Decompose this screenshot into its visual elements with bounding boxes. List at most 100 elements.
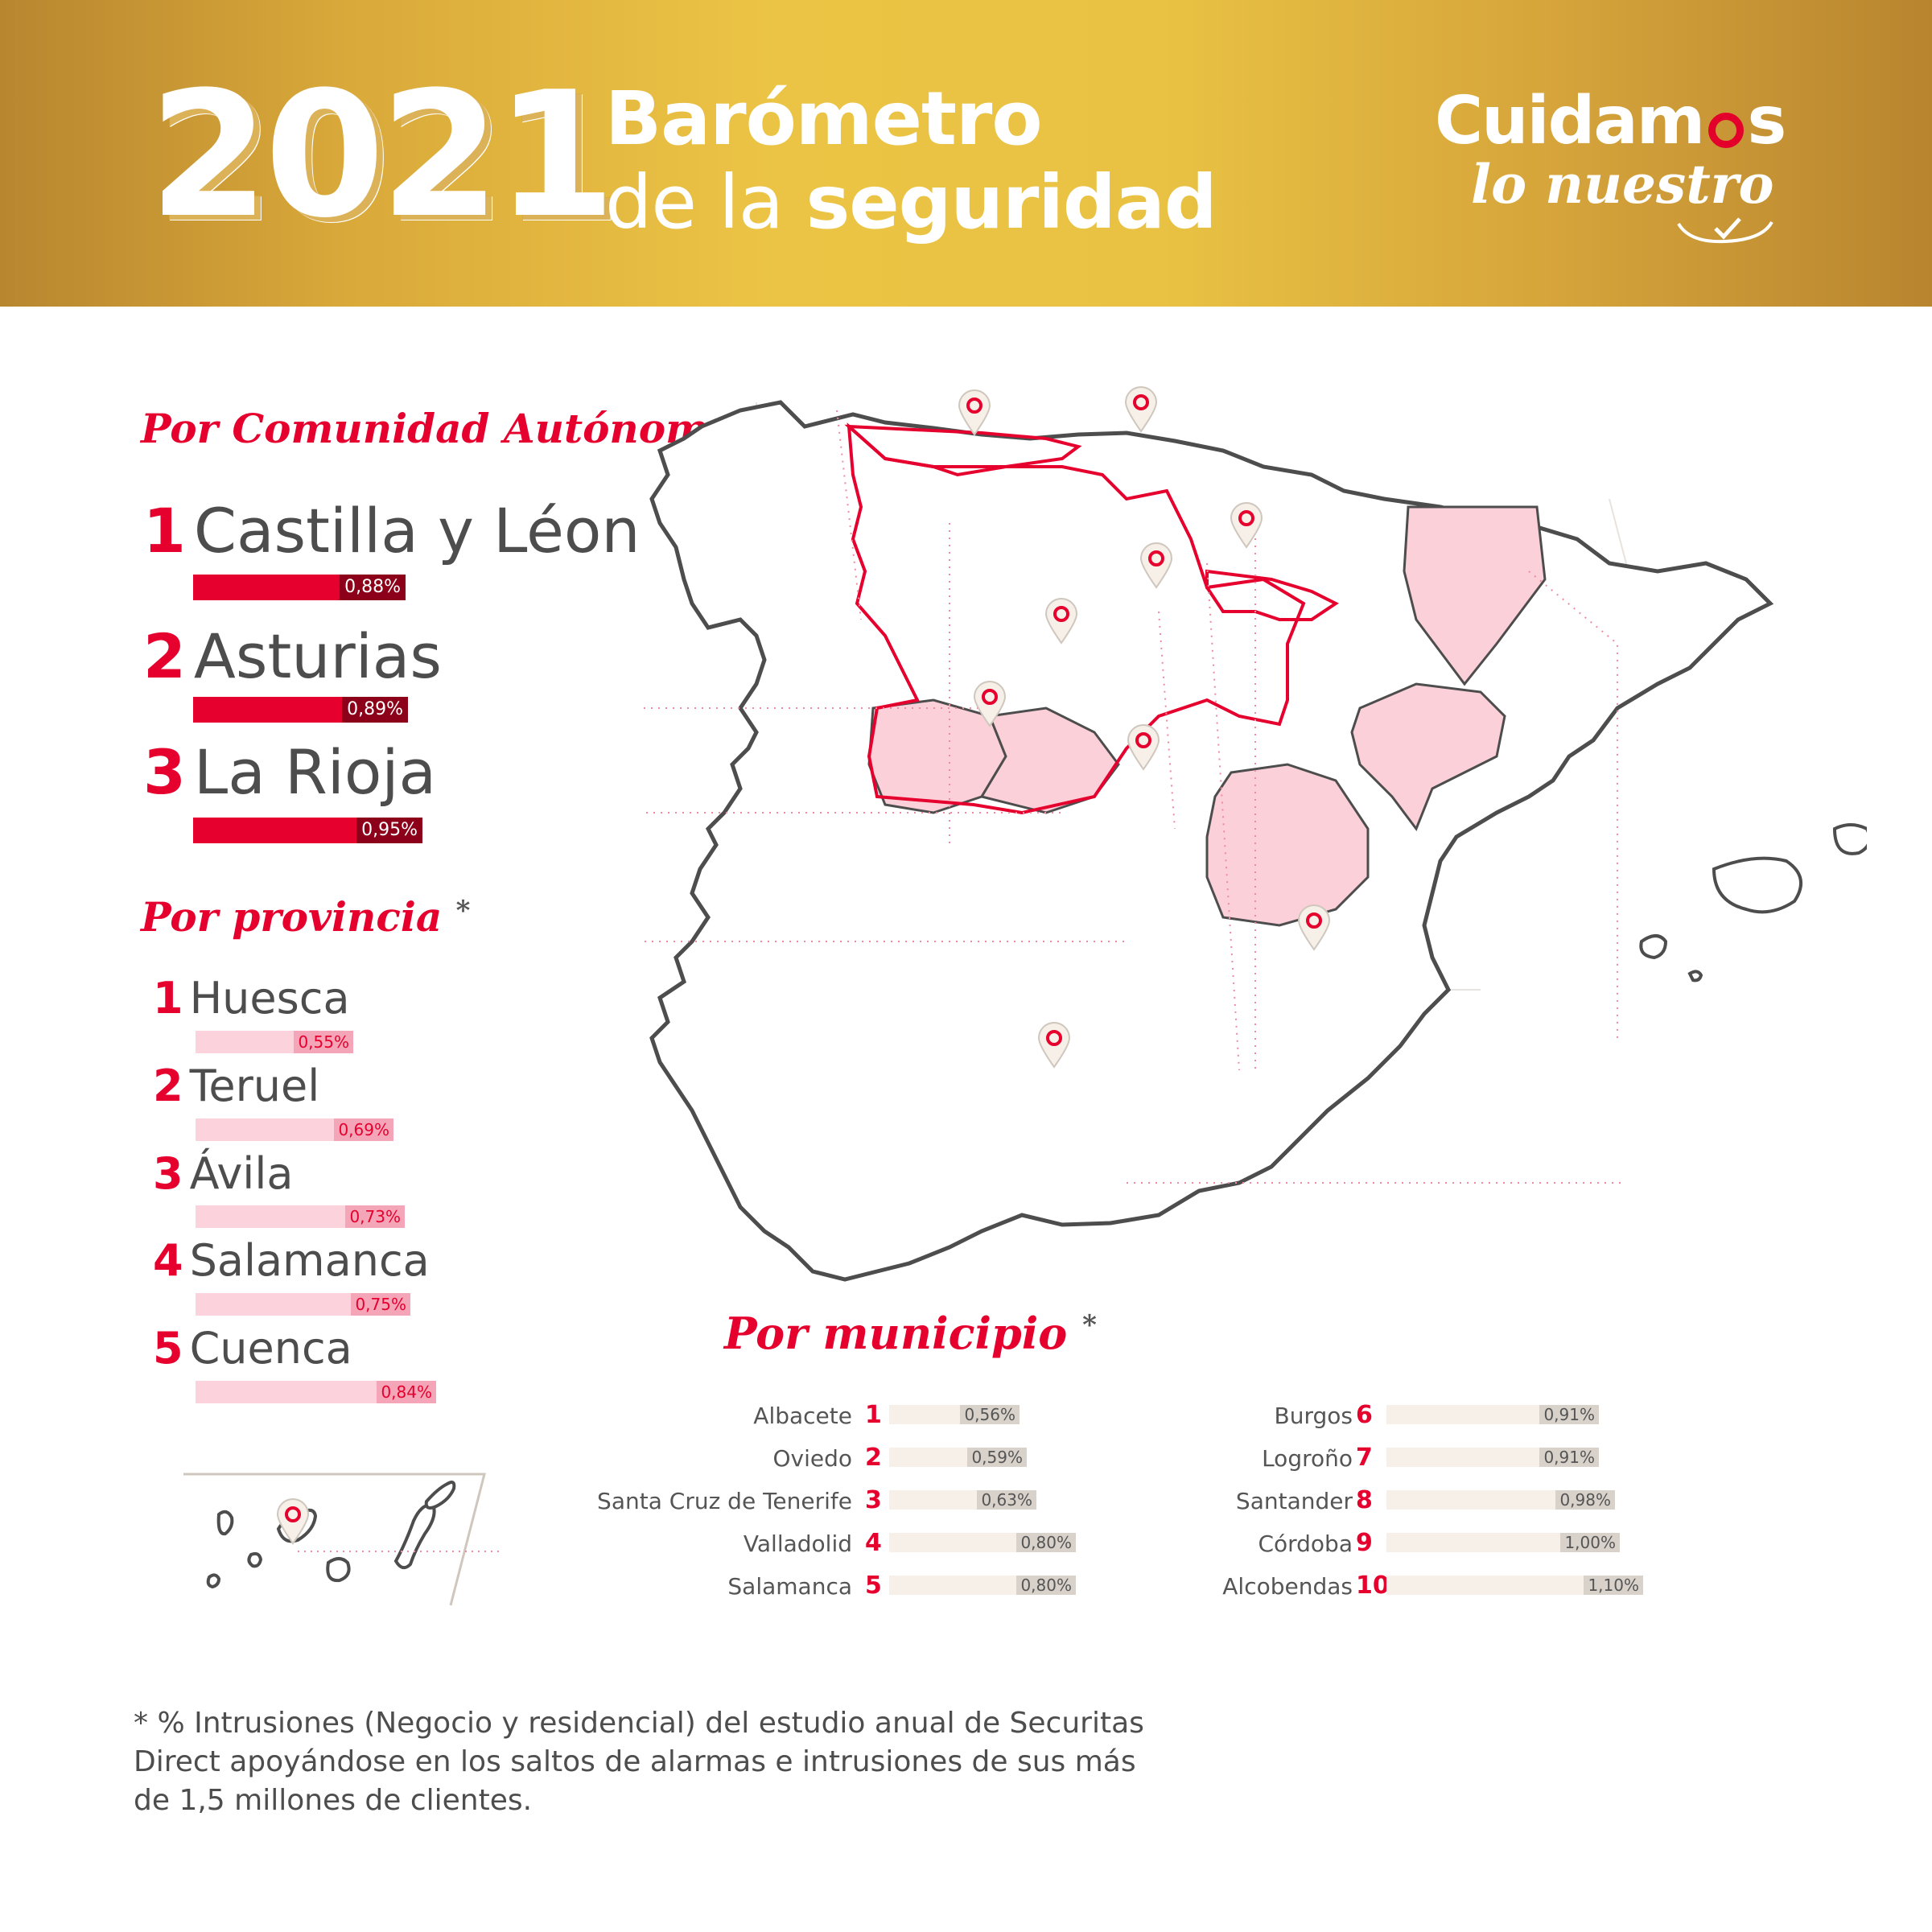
- pv-name: Salamanca: [189, 1235, 430, 1286]
- pv-bar-3: 0,73%: [196, 1205, 405, 1228]
- ca-item-2: 2 Asturias: [143, 626, 442, 687]
- map-pin-icon: [1037, 1022, 1071, 1069]
- region-outline-la-rioja: [1205, 569, 1339, 621]
- mu-rank: 2: [865, 1444, 882, 1472]
- ca-value: 0,88%: [340, 575, 406, 600]
- mu-rank: 3: [865, 1486, 882, 1514]
- ca-name: La Rioja: [193, 736, 437, 808]
- ca-bar-2: 0,89%: [193, 697, 408, 723]
- ca-bar-3: 0,95%: [193, 818, 422, 843]
- section-title-municipio: Por municipio *: [724, 1312, 1097, 1355]
- pv-item-5: 5 Cuenca: [153, 1327, 352, 1370]
- mu-rank: 6: [1356, 1401, 1373, 1429]
- mu-bar: 0,91%: [1386, 1448, 1599, 1467]
- pv-value: 0,73%: [345, 1205, 405, 1228]
- pv-value: 0,69%: [334, 1118, 393, 1141]
- mu-value: 0,59%: [967, 1448, 1027, 1467]
- mu-rank: 8: [1356, 1486, 1373, 1514]
- brand-logo-text-b: s: [1747, 83, 1786, 159]
- mu-rank: 7: [1356, 1444, 1373, 1472]
- ca-bar-1: 0,88%: [193, 575, 406, 600]
- mu-value: 0,91%: [1539, 1448, 1599, 1467]
- pv-item-3: 3 Ávila: [153, 1152, 293, 1196]
- title-line-2-bold: seguridad: [805, 159, 1217, 245]
- mu-bar: 1,10%: [1386, 1576, 1643, 1595]
- mu-name: Valladolid: [743, 1530, 852, 1557]
- mu-value: 0,91%: [1539, 1405, 1599, 1424]
- pv-value: 0,75%: [351, 1293, 410, 1316]
- mu-name: Albacete: [753, 1403, 852, 1429]
- canary-islands-map: [183, 1473, 499, 1606]
- map-pin-icon: [1230, 502, 1263, 549]
- pv-item-4: 4 Salamanca: [153, 1239, 430, 1283]
- asterisk-mark: *: [455, 895, 471, 927]
- mu-name: Logroño: [1262, 1445, 1353, 1472]
- mu-bar: 0,91%: [1386, 1405, 1599, 1424]
- mu-name: Córdoba: [1258, 1530, 1353, 1557]
- ca-value: 0,89%: [342, 697, 408, 723]
- pv-rank: 4: [153, 1235, 183, 1286]
- pv-value: 0,55%: [294, 1031, 353, 1053]
- section-title-comunidad-text: Por Comunidad Autónoma: [141, 405, 735, 452]
- map-pin-icon: [276, 1498, 310, 1545]
- mu-value: 0,98%: [1555, 1490, 1615, 1510]
- pv-item-2: 2 Teruel: [153, 1065, 319, 1108]
- footnote-line-2: Direct apoyándose en los saltos de alarm…: [134, 1745, 1136, 1778]
- mu-name: Santa Cruz de Tenerife: [597, 1488, 852, 1514]
- mu-name: Oviedo: [772, 1445, 852, 1472]
- mu-value: 0,56%: [960, 1405, 1020, 1424]
- mu-name: Santander: [1235, 1488, 1353, 1514]
- brand-logo-line-1: Cuidamos: [1435, 89, 1786, 154]
- mu-rank: 10: [1356, 1572, 1390, 1600]
- mu-name: Alcobendas: [1222, 1573, 1353, 1600]
- footnote-line-1: * % Intrusiones (Negocio y residencial) …: [134, 1707, 1144, 1740]
- mu-bar: 0,63%: [889, 1490, 1036, 1510]
- spain-map: [644, 400, 1867, 1282]
- pv-value: 0,84%: [377, 1381, 436, 1403]
- pv-item-1: 1 Huesca: [153, 977, 350, 1020]
- ca-name: Castilla y Léon: [193, 495, 641, 566]
- title-line-2-prefix: de la: [605, 159, 806, 245]
- pv-rank: 3: [153, 1148, 183, 1199]
- mu-value: 0,80%: [1016, 1576, 1076, 1595]
- pv-name: Ávila: [189, 1148, 294, 1199]
- pv-bar-5: 0,84%: [196, 1381, 436, 1403]
- mu-rank: 5: [865, 1572, 882, 1600]
- ca-rank: 1: [143, 495, 186, 566]
- pv-rank: 2: [153, 1061, 183, 1111]
- title-line-1: Barómetro: [605, 76, 1043, 162]
- map-pin-icon: [973, 681, 1007, 727]
- map-pin-icon: [1127, 724, 1160, 771]
- section-title-comunidad: Por Comunidad Autónoma *: [141, 409, 763, 449]
- brand-logo-swoosh-icon: [1677, 217, 1773, 244]
- mu-value: 0,80%: [1016, 1533, 1076, 1552]
- pv-bar-4: 0,75%: [196, 1293, 410, 1316]
- mu-rank: 4: [865, 1529, 882, 1557]
- mu-value: 1,10%: [1584, 1576, 1643, 1595]
- map-pin-icon: [1124, 386, 1158, 433]
- header-banner: 2021 Barómetro de la seguridad Cuidamos …: [0, 0, 1932, 307]
- brand-logo-o-ring: o: [1703, 89, 1747, 154]
- map-pin-icon: [1139, 542, 1173, 589]
- pv-name: Teruel: [189, 1061, 320, 1111]
- region-teruel: [1350, 682, 1506, 832]
- region-outline-asturias: [844, 424, 1082, 468]
- mu-bar: 0,80%: [889, 1576, 1076, 1595]
- pv-rank: 5: [153, 1323, 183, 1374]
- mu-bar: 0,98%: [1386, 1490, 1615, 1510]
- region-huesca: [1403, 505, 1547, 686]
- mu-bar: 0,80%: [889, 1533, 1076, 1552]
- pv-name: Cuenca: [189, 1323, 352, 1374]
- mu-name: Salamanca: [727, 1573, 852, 1600]
- mu-bar: 0,59%: [889, 1448, 1027, 1467]
- brand-logo-text-a: Cuidam: [1435, 83, 1705, 159]
- pv-rank: 1: [153, 973, 183, 1024]
- section-title-provincia-text: Por provincia: [141, 893, 443, 941]
- mu-value: 0,63%: [977, 1490, 1036, 1510]
- region-outline-castilla-leon: [847, 422, 1306, 815]
- map-pin-icon: [958, 389, 991, 436]
- map-pin-icon: [1297, 904, 1331, 951]
- asterisk-mark: *: [1082, 1309, 1097, 1341]
- mu-value: 1,00%: [1560, 1533, 1620, 1552]
- title-line-2: de la seguridad: [605, 166, 1217, 240]
